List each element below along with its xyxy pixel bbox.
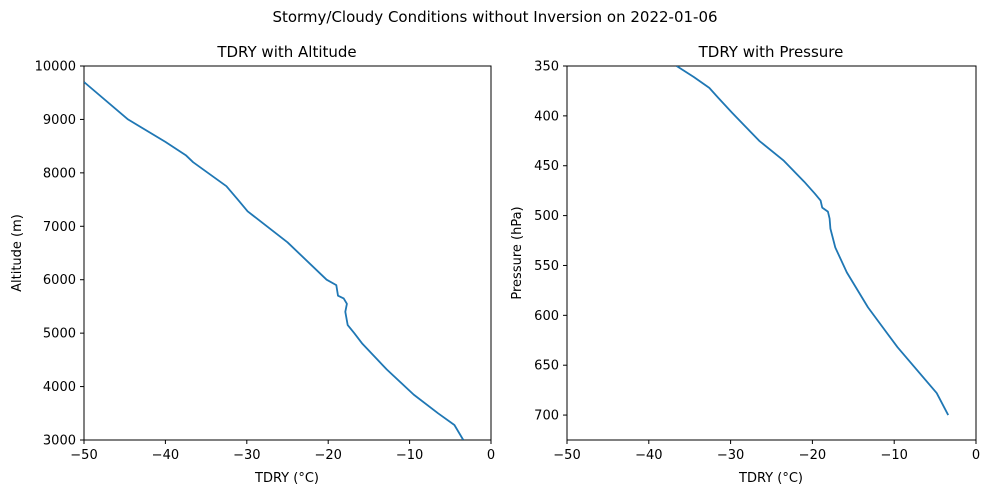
pressure-chart-title: TDRY with Pressure	[698, 43, 844, 61]
altitude-x-tick-label: −30	[233, 448, 260, 463]
altitude-x-tick-label: 0	[487, 448, 495, 463]
pressure-y-tick-label: 550	[534, 259, 559, 274]
altitude-x-axis-label: TDRY (°C)	[254, 471, 319, 486]
pressure-x-tick-label: −30	[717, 448, 744, 463]
altitude-chart-title: TDRY with Altitude	[216, 43, 356, 61]
altitude-x-tick-label: −50	[70, 448, 97, 463]
altitude-y-tick-label: 7000	[43, 220, 76, 235]
figure-title: Stormy/Cloudy Conditions without Inversi…	[272, 8, 717, 26]
altitude-x-tick-label: −20	[314, 448, 341, 463]
altitude-y-tick-label: 4000	[43, 380, 76, 395]
pressure-chart: TDRY with Pressure −50 −40 −30 −20 −10 0 350 4…	[510, 43, 980, 486]
altitude-y-tick-label: 3000	[43, 434, 76, 449]
pressure-series	[676, 66, 949, 416]
altitude-series-line	[84, 81, 465, 440]
pressure-x-tick-label: −50	[553, 448, 580, 463]
pressure-x-tick-label: −20	[799, 448, 826, 463]
pressure-y-ticks: 350 400 450 500 550 600 650 700	[534, 60, 567, 424]
pressure-chart-frame	[566, 65, 977, 441]
altitude-y-tick-label: 5000	[43, 327, 76, 342]
pressure-series-line	[676, 66, 949, 416]
pressure-y-tick-label: 400	[534, 109, 559, 124]
altitude-y-tick-label: 10000	[35, 60, 76, 75]
pressure-y-tick-label: 450	[534, 159, 559, 174]
pressure-x-tick-label: −10	[880, 448, 907, 463]
altitude-y-tick-label: 9000	[43, 113, 76, 128]
pressure-y-tick-label: 700	[534, 409, 559, 424]
pressure-y-tick-label: 600	[534, 309, 559, 324]
pressure-y-tick-label: 650	[534, 359, 559, 374]
pressure-x-tick-label: −40	[635, 448, 662, 463]
altitude-series	[84, 81, 465, 440]
altitude-y-tick-label: 8000	[43, 166, 76, 181]
altitude-x-tick-label: −40	[152, 448, 179, 463]
pressure-y-tick-label: 350	[534, 60, 559, 75]
altitude-x-ticks: −50 −40 −30 −20 −10 0	[70, 440, 495, 463]
altitude-chart: TDRY with Altitude −50 −40 −30 −20 −10 0 3000…	[10, 43, 495, 486]
altitude-y-tick-label: 6000	[43, 273, 76, 288]
pressure-x-tick-label: 0	[972, 448, 980, 463]
altitude-x-tick-label: −10	[396, 448, 423, 463]
altitude-y-ticks: 3000 4000 5000 6000 7000 8000 9000 10000	[35, 60, 84, 449]
pressure-y-axis-label: Pressure (hPa)	[510, 206, 525, 299]
altitude-chart-frame	[83, 65, 492, 441]
pressure-y-tick-label: 500	[534, 209, 559, 224]
pressure-x-axis-label: TDRY (°C)	[738, 471, 803, 486]
altitude-y-axis-label: Altitude (m)	[10, 214, 25, 292]
pressure-x-ticks: −50 −40 −30 −20 −10 0	[553, 440, 980, 463]
